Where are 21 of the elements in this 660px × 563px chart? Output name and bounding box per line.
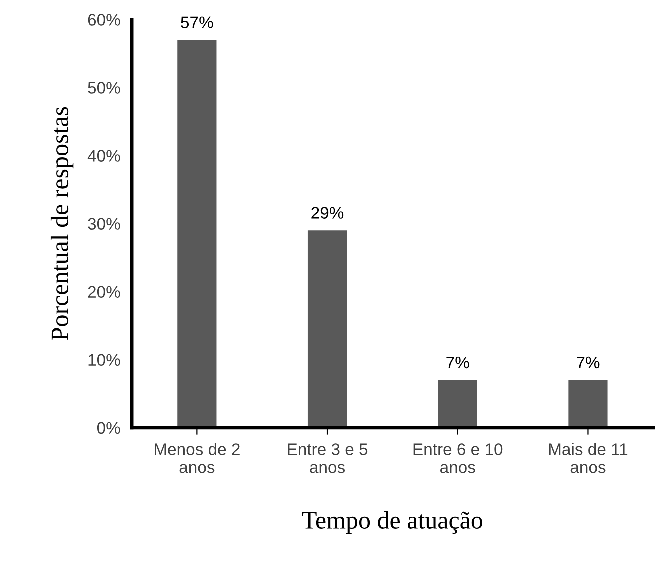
bar [438, 380, 478, 428]
x-tick-label: Entre 6 e 10 anos [414, 444, 503, 474]
data-label: 7% [577, 356, 600, 369]
y-tick-label: 40% [88, 150, 120, 162]
y-axis-title: Porcentual de respostas [50, 107, 74, 340]
x-tick-label: Menos de 2 anos [155, 443, 240, 474]
data-label: 7% [446, 356, 470, 369]
x-tick-label: Mais de 11 anos [549, 443, 628, 474]
bar [568, 380, 608, 428]
bar [178, 40, 217, 428]
data-label: 29% [312, 207, 344, 219]
y-tick-label: 20% [88, 286, 120, 298]
data-label: 57% [181, 16, 214, 28]
y-tick-label: 0% [97, 422, 120, 434]
x-tick-label: Entre 3 e 5 anos [288, 444, 368, 474]
bar [308, 230, 348, 428]
y-tick-label: 30% [88, 218, 120, 230]
y-tick-label: 60% [88, 14, 120, 26]
y-tick-label: 50% [88, 82, 120, 94]
y-tick-label: 10% [88, 354, 120, 366]
x-axis-title: Tempo de atuação [302, 511, 482, 534]
